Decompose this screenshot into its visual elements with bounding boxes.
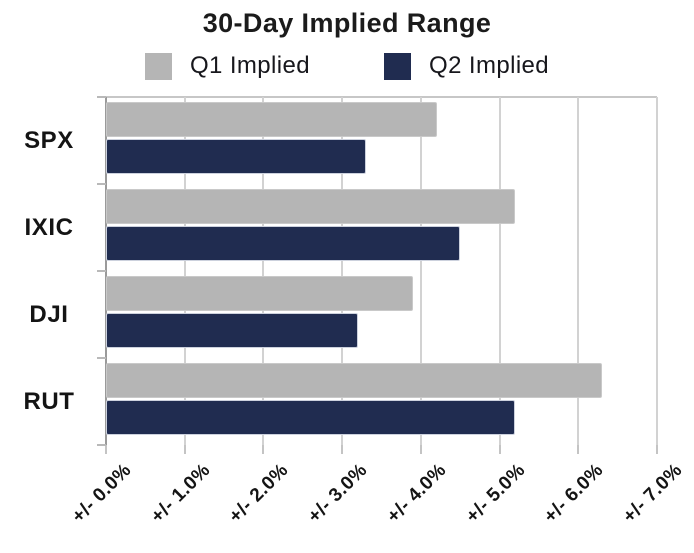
gridline-3: [341, 97, 344, 445]
y-tick-1: [97, 183, 106, 185]
gridline-4: [419, 97, 422, 445]
gridline-6: [577, 97, 580, 445]
category-label-ixic: IXIC: [24, 214, 74, 241]
value-axis-labels: +/- 0.0% +/- 1.0% +/- 2.0% +/- 3.0% +/- 4.0%…: [68, 97, 687, 553]
bar-dji-q2: [106, 313, 358, 348]
gridline-5: [498, 97, 501, 445]
bar-rut-q1: [106, 363, 602, 398]
bar-ixic-q2: [106, 226, 461, 261]
category-label-rut: RUT: [23, 388, 75, 415]
x-tick-2: [262, 445, 265, 454]
q2-legend-label: Q2 Implied: [429, 52, 550, 79]
x-tick-7: [656, 445, 658, 454]
gridline-1: [183, 97, 186, 445]
x-tick-0: [105, 445, 107, 454]
bar-spx-q2: [106, 139, 366, 174]
y-tick-2: [97, 270, 106, 272]
x-tick-6: [577, 445, 580, 454]
legend-item-q2: Q2 Implied: [384, 52, 549, 80]
plot-area: [97, 96, 658, 454]
y-tick-4: [97, 444, 106, 446]
x-tick-4: [419, 445, 422, 454]
x-tick-3: [341, 445, 344, 454]
gridline-2: [262, 97, 265, 445]
plot-top-border: [106, 96, 657, 98]
q1-legend-label: Q1 Implied: [189, 52, 310, 79]
gridline-7: [656, 97, 658, 445]
legend: Q1 Implied Q2 Implied: [0, 52, 694, 80]
q1-swatch: [144, 52, 172, 80]
y-tick-3: [97, 357, 106, 359]
bar-spx-q1: [106, 102, 437, 137]
category-label-spx: SPX: [24, 127, 74, 154]
y-tick-0: [97, 96, 106, 98]
category-axis-labels: SPX IXIC DJI RUT: [0, 97, 106, 445]
bar-rut-q2: [106, 400, 516, 435]
bar-dji-q1: [106, 276, 413, 311]
chart-title: 30-Day Implied Range: [202, 8, 492, 38]
value-axis-line: [105, 97, 107, 445]
legend-item-q1: Q1 Implied: [144, 52, 310, 80]
x-tick-5: [498, 445, 501, 454]
q2-swatch: [384, 52, 411, 80]
category-label-dji: DJI: [29, 301, 69, 328]
x-tick-1: [183, 445, 186, 454]
bar-ixic-q1: [106, 189, 516, 224]
